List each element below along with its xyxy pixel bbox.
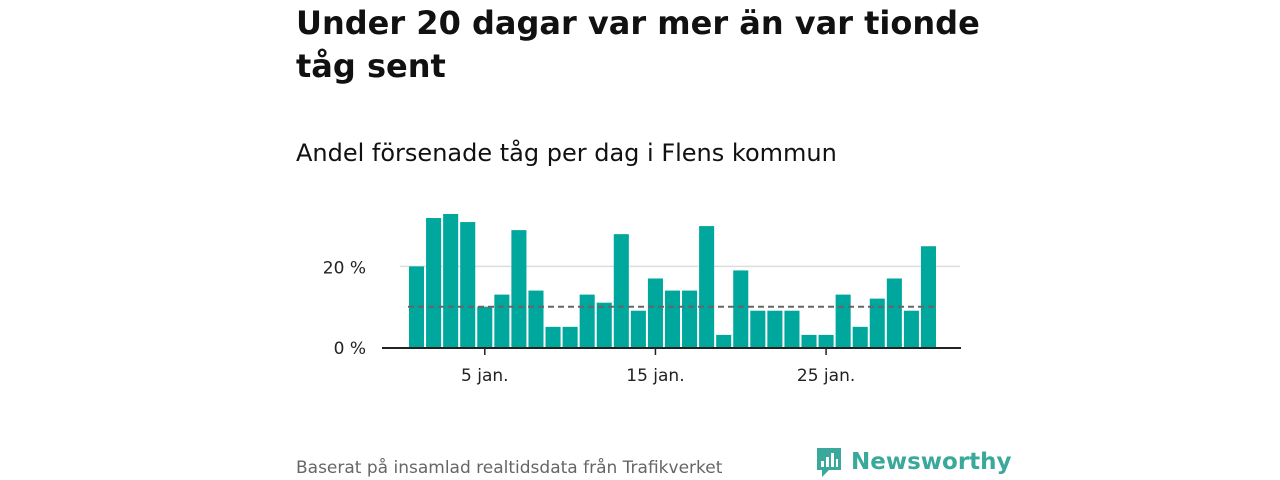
bar [511, 230, 527, 347]
bar [699, 226, 715, 347]
bar [716, 334, 732, 347]
bar [579, 294, 595, 347]
y-tick-label: 20 % [323, 258, 366, 278]
bar [852, 326, 868, 347]
bar [767, 310, 783, 347]
bar [664, 290, 681, 347]
chart-subtitle: Andel försenade tåg per dag i Flens komm… [296, 139, 837, 167]
chart-title: Under 20 dagar var mer än var tionde tåg… [296, 4, 980, 85]
y-tick-label: 0 % [334, 339, 366, 359]
bar [886, 278, 902, 347]
bar [869, 298, 885, 347]
bar [733, 270, 749, 347]
bar [613, 234, 629, 347]
bar [682, 290, 698, 347]
bar [801, 334, 817, 347]
x-tick-label: 15 jan. [626, 366, 684, 386]
newsworthy-logo: Newsworthy [815, 446, 1012, 478]
bar [409, 266, 425, 347]
bar [835, 294, 851, 347]
newsworthy-logo-icon [817, 448, 841, 477]
bar [647, 278, 663, 347]
bar [596, 302, 612, 347]
bar [477, 306, 493, 347]
bar [443, 214, 459, 347]
bar-chart: 0 % 20 % 5 jan. 15 jan. 25 jan. [323, 214, 961, 386]
bar [784, 310, 800, 347]
bar [426, 218, 442, 347]
bar [562, 326, 578, 347]
x-tick-label: 5 jan. [461, 366, 509, 386]
bar [545, 326, 561, 347]
bar [460, 222, 476, 347]
x-tick-label: 25 jan. [797, 366, 855, 386]
source-note: Baserat på insamlad realtidsdata från Tr… [296, 458, 723, 478]
bar [494, 294, 510, 347]
bar [920, 246, 936, 347]
bar [818, 334, 834, 347]
bar [903, 310, 919, 347]
bar [528, 290, 544, 347]
bar [750, 310, 766, 347]
newsworthy-logo-text: Newsworthy [851, 449, 1012, 475]
bar [630, 310, 646, 347]
